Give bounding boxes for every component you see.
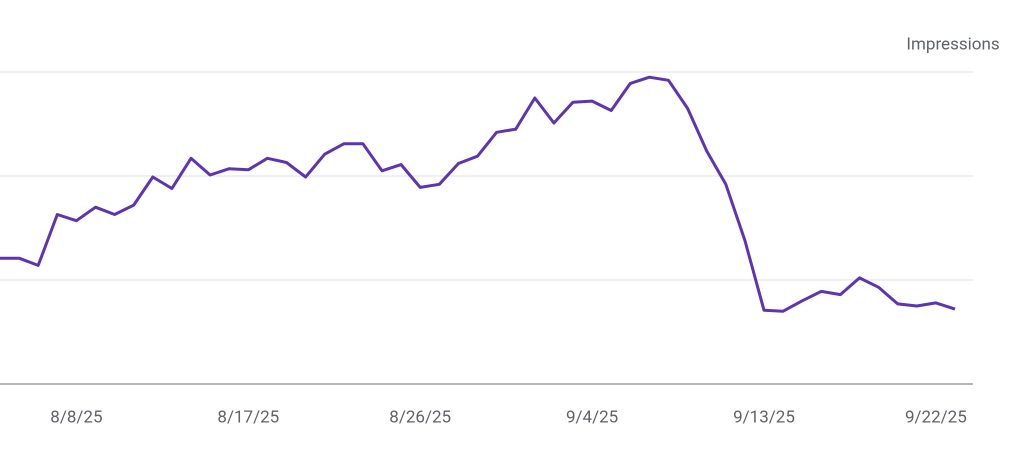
x-tick-label: 9/22/25: [905, 407, 967, 427]
x-tick-label: 9/13/25: [733, 407, 795, 427]
x-tick-label: 8/26/25: [389, 407, 451, 427]
x-tick-label: 8/17/25: [217, 407, 279, 427]
x-tick-label: 9/4/25: [566, 407, 618, 427]
y-axis-label: Impressions: [906, 34, 999, 54]
line: [0, 75, 956, 313]
x-tick-label: 8/8/25: [50, 407, 102, 427]
